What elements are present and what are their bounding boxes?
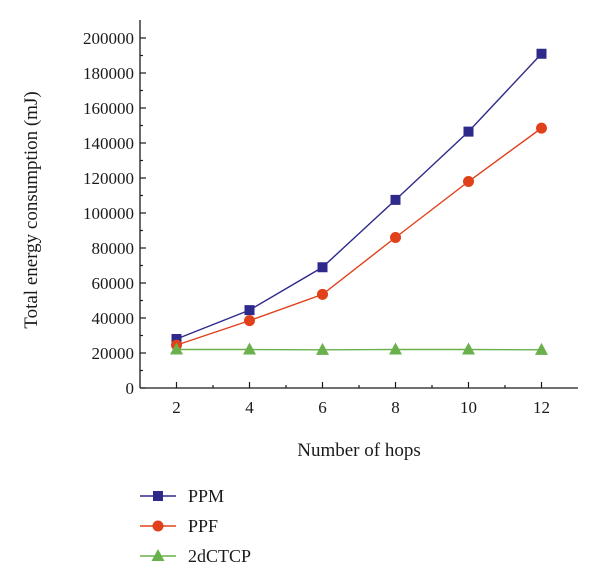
legend-label-ppm: PPM [188,486,224,506]
y-tick-label: 180000 [83,64,134,83]
data-point-ppm [463,126,474,137]
y-tick-label: 200000 [83,29,134,48]
legend-item-ppm: PPM [140,486,224,506]
y-tick-label: 20000 [92,344,135,363]
data-point-ppf [463,176,474,187]
y-tick-label: 60000 [92,274,135,293]
data-point-ppf [317,288,328,300]
data-point-2dctcp [243,342,256,355]
y-tick-label: 40000 [92,309,135,328]
data-point-ppm [536,48,547,59]
axes [139,20,578,389]
data-point-ppf [390,232,401,243]
data-point-ppm [244,305,255,316]
data-point-ppm [171,334,182,344]
series-ppm [171,48,547,344]
legend-marker-ppf [152,520,164,532]
legend-item-2dctcp: 2dCTCP [140,546,251,566]
data-point-ppf [244,315,255,327]
data-point-2dctcp [316,342,329,355]
y-ticks: 0 20000 40000 60000 80000 100000 120000 140000 1… [83,29,146,398]
x-tick-label: 4 [245,398,254,417]
series-ppf [171,122,547,351]
y-tick-label: 160000 [83,99,134,118]
x-axis-title: Number of hops [297,440,420,461]
series-line-ppm [176,53,543,340]
x-ticks: 2 4 6 8 10 12 [172,382,550,417]
data-point-2dctcp [389,342,402,355]
x-tick-label: 2 [172,398,181,417]
data-point-ppm [390,194,401,205]
legend: PPM PPF 2dCTCP [140,486,251,566]
y-tick-label: 100000 [83,204,134,223]
legend-label-ppf: PPF [188,516,218,536]
data-point-ppm [317,262,328,273]
y-tick-label: 140000 [83,134,134,153]
x-tick-label: 6 [318,398,327,417]
legend-item-ppf: PPF [140,516,218,536]
series-line-ppf [176,127,542,346]
y-tick-label: 80000 [92,239,135,258]
y-tick-label: 120000 [83,169,134,188]
x-tick-label: 8 [391,398,400,417]
y-axis-title: Total energy consumption (mJ) [21,91,42,328]
legend-marker-2dctcp [151,549,165,561]
data-point-2dctcp [535,342,548,355]
legend-marker-ppm [153,491,163,501]
data-point-ppf [536,122,547,134]
data-point-2dctcp [170,342,183,355]
y-tick-label: 0 [126,379,135,398]
series-2dctcp [170,342,548,355]
data-point-2dctcp [462,342,475,355]
x-tick-label: 12 [533,398,550,417]
series-layer [170,48,548,355]
x-tick-label: 10 [460,398,477,417]
legend-label-2dctcp: 2dCTCP [188,546,251,566]
